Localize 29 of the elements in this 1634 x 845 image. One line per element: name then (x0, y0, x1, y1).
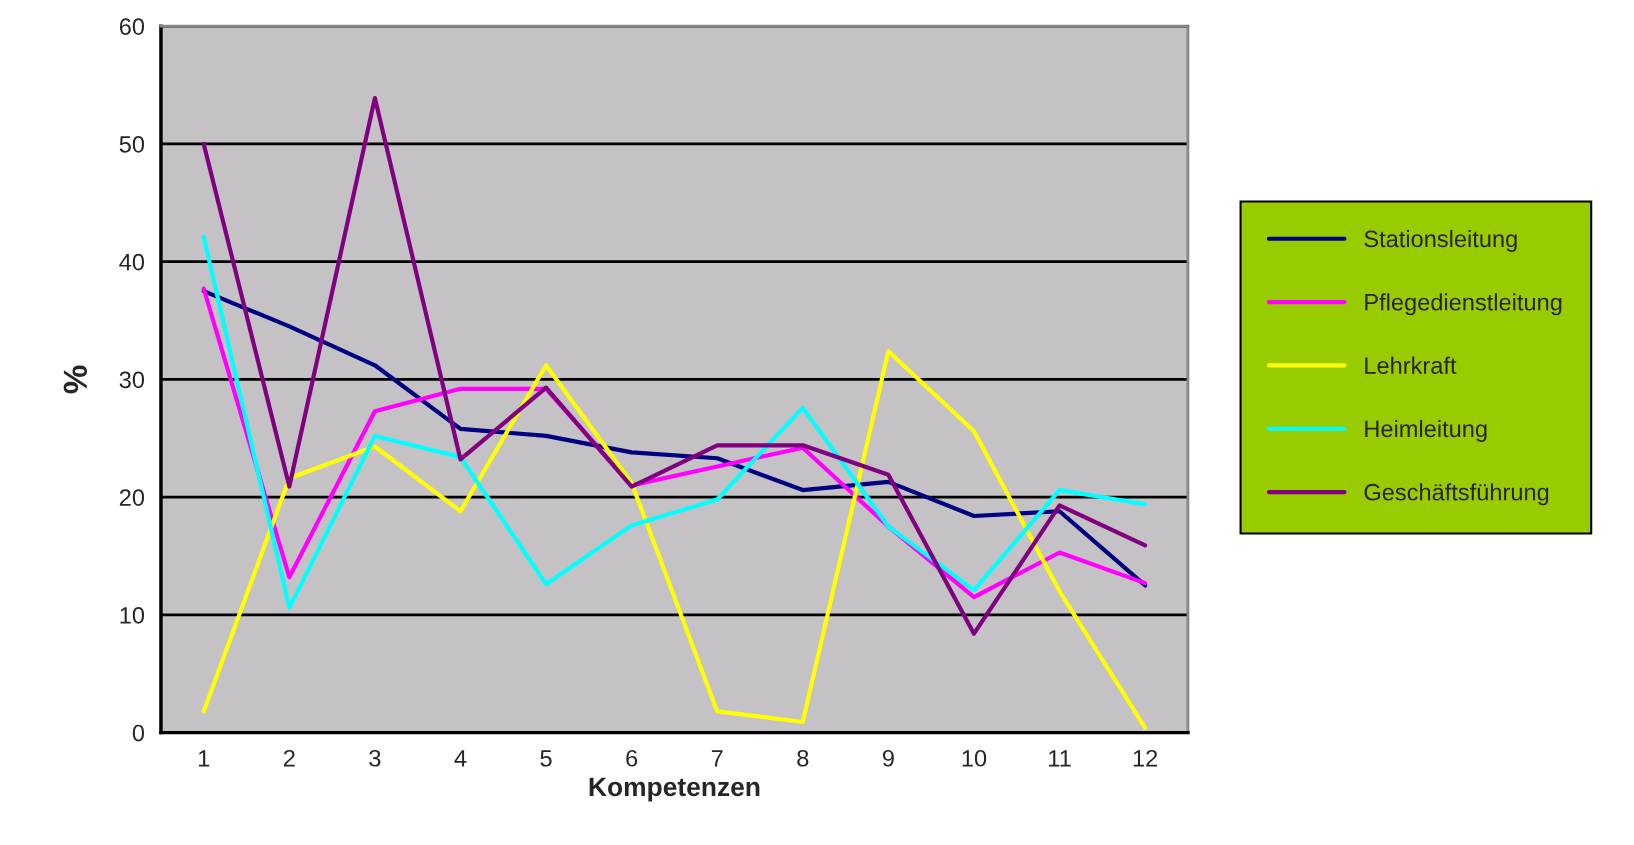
y-tick-label: 30 (119, 371, 145, 389)
x-tick-label: 10 (962, 749, 987, 767)
y-tick-label: 10 (120, 606, 145, 624)
y-tick-label: 40 (119, 253, 145, 271)
legend-label: Lehrkraft (1365, 356, 1457, 374)
x-tick-label: 12 (1133, 749, 1158, 767)
legend-label: Pflegedienstleitung (1365, 293, 1562, 316)
x-tick-label: 1 (198, 750, 210, 767)
x-axis-title: Kompetenzen (589, 777, 760, 802)
x-tick-label: 8 (797, 749, 809, 767)
line-series (201, 95, 1148, 636)
line-series (201, 234, 1148, 610)
x-tick-label: 11 (1049, 750, 1071, 767)
y-tick-label: 20 (119, 489, 145, 506)
y-tick-label: 0 (132, 724, 145, 742)
x-tick-label: 9 (882, 749, 894, 767)
x-tick-label: 2 (283, 749, 295, 767)
legend-label: Geschäftsführung (1364, 483, 1549, 506)
legend-label: Stationsleitung (1364, 229, 1517, 252)
y-axis-title: % (63, 365, 88, 394)
x-tick-label: 3 (369, 749, 381, 767)
y-tick-label: 60 (119, 18, 145, 35)
x-tick-label: 6 (626, 749, 638, 767)
x-tick-label: 7 (711, 750, 723, 767)
y-tick-label: 50 (119, 136, 145, 153)
line-series (201, 349, 1148, 730)
x-tick-label: 5 (540, 750, 552, 767)
x-tick-label: 4 (454, 750, 467, 767)
legend-label: Heimleitung (1365, 419, 1487, 442)
